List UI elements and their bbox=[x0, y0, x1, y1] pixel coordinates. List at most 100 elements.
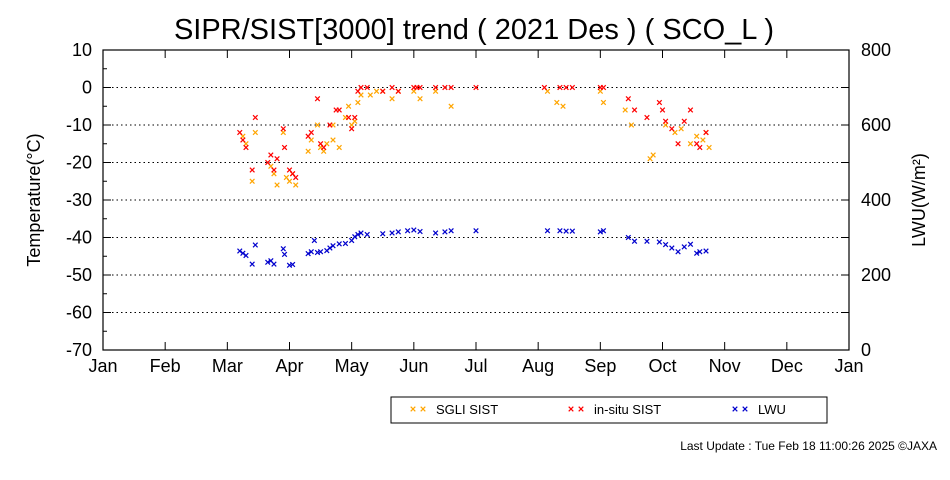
data-point-lwu bbox=[317, 249, 324, 255]
data-point-sgli-sist bbox=[252, 129, 259, 136]
data-point-in-situ-sist bbox=[237, 129, 243, 136]
data-point-in-situ-sist bbox=[687, 107, 694, 113]
data-point-in-situ-sist bbox=[281, 144, 288, 151]
data-point-sgli-sist bbox=[305, 148, 311, 154]
legend-marker bbox=[410, 406, 416, 412]
data-point-lwu bbox=[693, 250, 700, 256]
data-point-sgli-sist bbox=[600, 99, 607, 106]
data-point-sgli-sist bbox=[274, 182, 280, 188]
data-point-sgli-sist bbox=[417, 96, 423, 102]
data-point-lwu bbox=[411, 227, 417, 233]
y-tick-label: -10 bbox=[66, 115, 92, 135]
data-point-in-situ-sist bbox=[681, 118, 687, 124]
data-point-sgli-sist bbox=[687, 141, 694, 147]
plot-area bbox=[102, 49, 850, 351]
data-point-lwu bbox=[448, 228, 454, 234]
legend-label: SGLI SIST bbox=[436, 402, 498, 417]
data-point-lwu bbox=[364, 231, 370, 238]
data-point-in-situ-sist bbox=[265, 159, 271, 166]
data-point-in-situ-sist bbox=[675, 141, 681, 147]
x-tick-label: Aug bbox=[522, 356, 554, 376]
data-point-lwu bbox=[687, 241, 694, 247]
data-point-lwu bbox=[432, 230, 439, 236]
data-point-sgli-sist bbox=[448, 103, 454, 109]
x-tick-label: Jul bbox=[464, 356, 487, 376]
data-point-in-situ-sist bbox=[473, 84, 479, 91]
data-point-in-situ-sist bbox=[380, 88, 386, 94]
data-point-lwu bbox=[662, 241, 669, 248]
data-point-lwu bbox=[557, 228, 563, 234]
data-point-in-situ-sist bbox=[656, 99, 663, 106]
data-point-lwu bbox=[597, 229, 604, 235]
last-update-text: Last Update : Tue Feb 18 11:00:26 2025 ©… bbox=[680, 439, 937, 453]
data-point-lwu bbox=[631, 238, 638, 244]
data-point-in-situ-sist bbox=[557, 84, 563, 91]
data-point-lwu bbox=[237, 248, 243, 254]
data-point-lwu bbox=[358, 230, 364, 236]
y-tick-label: -30 bbox=[66, 190, 92, 210]
data-point-lwu bbox=[703, 248, 709, 254]
data-point-in-situ-sist bbox=[600, 84, 607, 91]
data-point-in-situ-sist bbox=[348, 126, 355, 132]
chart-title: SIPR/SIST[3000] trend ( 2021 Des ) ( SCO… bbox=[174, 14, 774, 46]
legend: SGLI SIST in-situ SIST LWU bbox=[390, 396, 828, 424]
data-point-in-situ-sist bbox=[703, 129, 709, 136]
data-point-lwu bbox=[249, 261, 255, 267]
data-point-in-situ-sist bbox=[659, 107, 666, 113]
data-point-in-situ-sist bbox=[644, 114, 650, 121]
data-point-sgli-sist bbox=[336, 144, 342, 151]
data-point-lwu bbox=[563, 228, 569, 234]
data-point-lwu bbox=[544, 228, 551, 234]
data-point-lwu bbox=[380, 231, 386, 237]
y-tick-label: -60 bbox=[66, 303, 92, 323]
data-point-lwu bbox=[342, 240, 349, 247]
data-point-in-situ-sist bbox=[292, 174, 299, 181]
data-point-in-situ-sist bbox=[563, 84, 569, 91]
data-point-in-situ-sist bbox=[662, 118, 669, 124]
y-tick-label: 10 bbox=[72, 40, 92, 60]
legend-marker bbox=[420, 406, 426, 412]
data-point-in-situ-sist bbox=[625, 96, 632, 102]
data-point-sgli-sist bbox=[628, 122, 635, 128]
data-point-lwu bbox=[308, 249, 314, 255]
data-point-sgli-sist bbox=[560, 103, 566, 109]
data-point-in-situ-sist bbox=[249, 167, 255, 173]
data-point-sgli-sist bbox=[554, 99, 560, 106]
data-point-in-situ-sist bbox=[389, 84, 395, 91]
legend-marker bbox=[732, 406, 738, 412]
y-tick-label: -50 bbox=[66, 265, 92, 285]
data-point-lwu bbox=[355, 231, 361, 238]
data-point-lwu bbox=[352, 234, 358, 240]
data-point-in-situ-sist bbox=[320, 144, 327, 151]
data-point-in-situ-sist bbox=[252, 114, 259, 121]
data-point-sgli-sist bbox=[249, 178, 255, 184]
data-point-sgli-sist bbox=[622, 107, 628, 113]
data-point-sgli-sist bbox=[367, 92, 374, 98]
x-tick-label: Sep bbox=[584, 356, 616, 376]
data-point-lwu bbox=[305, 250, 311, 257]
data-point-in-situ-sist bbox=[280, 126, 287, 132]
data-point-in-situ-sist bbox=[541, 84, 548, 91]
data-point-in-situ-sist bbox=[631, 107, 638, 113]
data-point-sgli-sist bbox=[286, 178, 293, 184]
y-tick-label: -70 bbox=[66, 340, 92, 360]
data-point-in-situ-sist bbox=[395, 88, 402, 94]
data-point-lwu bbox=[289, 261, 296, 268]
data-point-lwu bbox=[473, 228, 479, 234]
y2-axis-label: LWU(W/m²) bbox=[909, 153, 929, 247]
x-tick-label: Jan bbox=[834, 356, 863, 376]
data-point-sgli-sist bbox=[373, 88, 380, 94]
data-point-lwu bbox=[389, 230, 395, 236]
data-point-in-situ-sist bbox=[417, 84, 423, 91]
data-point-lwu bbox=[442, 229, 448, 235]
x-tick-label: Oct bbox=[648, 356, 676, 376]
data-point-in-situ-sist bbox=[669, 126, 675, 132]
data-point-sgli-sist bbox=[693, 133, 700, 139]
y2-tick-label: 0 bbox=[861, 340, 871, 360]
legend-label: LWU bbox=[758, 402, 786, 417]
data-point-in-situ-sist bbox=[569, 84, 576, 91]
legend-marker bbox=[578, 406, 584, 412]
data-point-lwu bbox=[240, 250, 246, 256]
data-point-sgli-sist bbox=[678, 126, 684, 132]
